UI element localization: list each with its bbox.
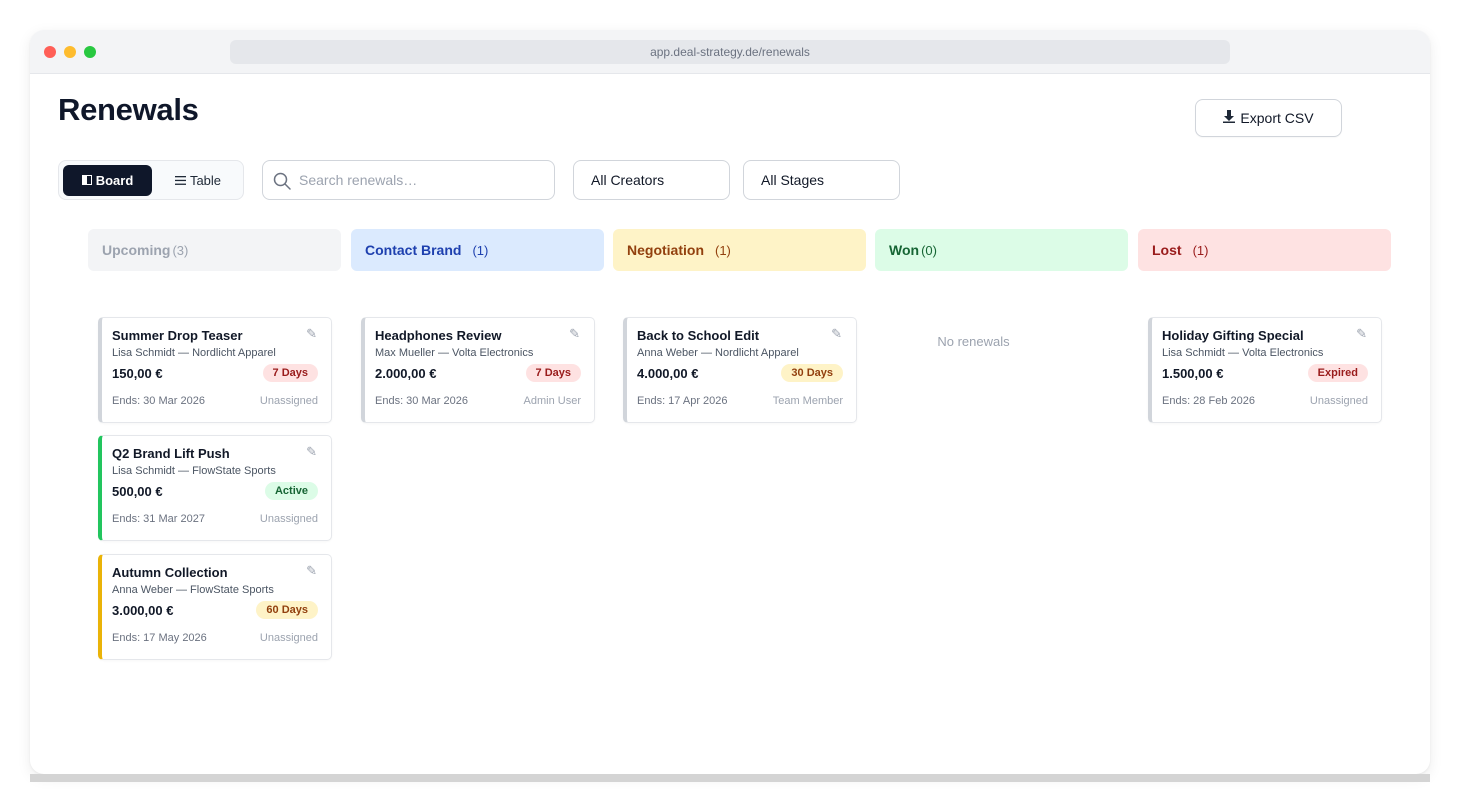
renewal-card[interactable]: Holiday Gifting Special ✎ Lisa Schmidt — V… [1148,317,1382,423]
card-end-date: Ends: 17 Apr 2026 [637,395,728,407]
export-csv-button[interactable]: Export CSV [1195,99,1342,137]
pencil-icon[interactable]: ✎ [306,444,317,459]
column-count: (3) [172,243,189,258]
card-title: Back to School Edit [637,328,760,343]
view-toggle: Board Table [58,160,244,200]
pencil-icon[interactable]: ✎ [569,326,580,341]
card-title: Holiday Gifting Special [1162,328,1304,343]
status-badge: 7 Days [525,364,581,382]
creator-filter-select[interactable]: All Creators [573,160,730,200]
card-title: Summer Drop Teaser [112,328,243,343]
card-amount: 1.500,00 € [1162,366,1224,381]
status-badge: 30 Days [781,364,843,382]
card-end-date: Ends: 30 Mar 2026 [112,395,205,407]
column-header-negotiation: Negotiation (1) [613,229,866,271]
pencil-icon[interactable]: ✎ [1356,326,1367,341]
status-badge: Expired [1307,364,1368,382]
search-icon [273,172,291,190]
column-title: Upcoming [102,242,171,258]
renewal-card[interactable]: Summer Drop Teaser ✎ Lisa Schmidt — Nordli… [98,317,332,423]
browser-titlebar: app.deal-strategy.de/renewals [30,30,1430,74]
card-assignee: Unassigned [259,632,318,644]
card-creator-brand: Lisa Schmidt — Volta Electronics [1162,347,1324,359]
minimize-window-icon[interactable] [64,46,76,58]
status-badge: 60 Days [256,601,318,619]
table-view-button[interactable]: Table [157,165,239,196]
close-window-icon[interactable] [44,46,56,58]
card-title: Autumn Collection [112,565,228,580]
search-box [262,160,555,200]
column-count: (0) [921,243,937,258]
pencil-icon[interactable]: ✎ [831,326,842,341]
card-creator-brand: Lisa Schmidt — Nordlicht Apparel [112,347,276,359]
column-header-won: Won (0) [875,229,1128,271]
address-bar[interactable]: app.deal-strategy.de/renewals [230,40,1230,64]
card-assignee: Team Member [772,395,843,407]
renewal-card[interactable]: Autumn Collection ✎ Anna Weber — FlowState… [98,554,332,660]
card-amount: 2.000,00 € [375,366,437,381]
export-csv-label: Export CSV [1240,110,1314,126]
column-header-lost: Lost (1) [1138,229,1391,271]
card-amount: 500,00 € [112,484,163,499]
search-input[interactable] [299,161,549,199]
card-end-date: Ends: 30 Mar 2026 [375,395,468,407]
card-amount: 3.000,00 € [112,603,174,618]
card-creator-brand: Anna Weber — Nordlicht Apparel [637,347,799,359]
card-assignee: Admin User [523,395,581,407]
status-badge: Active [264,482,318,500]
card-end-date: Ends: 31 Mar 2027 [112,513,205,525]
list-icon [174,173,186,188]
card-assignee: Unassigned [1309,395,1368,407]
column-title: Lost [1152,242,1182,258]
card-creator-brand: Lisa Schmidt — FlowState Sports [112,465,276,477]
empty-column-message: No renewals [937,334,1010,349]
card-assignee: Unassigned [259,513,318,525]
card-title: Headphones Review [375,328,502,343]
card-assignee: Unassigned [259,395,318,407]
column-count: (1) [472,243,489,258]
pencil-icon[interactable]: ✎ [306,563,317,578]
card-amount: 4.000,00 € [637,366,699,381]
column-count: (1) [715,243,731,258]
card-end-date: Ends: 28 Feb 2026 [1162,395,1255,407]
card-end-date: Ends: 17 May 2026 [112,632,207,644]
column-title: Contact Brand [365,242,462,258]
column-header-contact-brand: Contact Brand (1) [351,229,604,271]
renewal-card[interactable]: Q2 Brand Lift Push ✎ Lisa Schmidt — FlowSt… [98,435,332,541]
renewal-card[interactable]: Back to School Edit ✎ Anna Weber — Nordlic… [623,317,857,423]
page-title: Renewals [58,92,199,127]
card-creator-brand: Max Mueller — Volta Electronics [375,347,534,359]
stage-filter-select[interactable]: All Stages [743,160,900,200]
column-title: Negotiation [627,242,704,258]
renewal-card[interactable]: Headphones Review ✎ Max Mueller — Volta El… [361,317,595,423]
board-view-label: Board [95,173,134,188]
card-creator-brand: Anna Weber — FlowState Sports [112,584,274,596]
maximize-window-icon[interactable] [84,46,96,58]
status-badge: 7 Days [262,364,318,382]
board-view-button[interactable]: Board [63,165,152,196]
column-header-upcoming: Upcoming (3) [88,229,341,271]
column-count: (1) [1192,243,1209,258]
column-title: Won [889,242,920,258]
table-view-label: Table [189,173,222,188]
card-amount: 150,00 € [112,366,163,381]
board-icon [81,173,92,188]
card-title: Q2 Brand Lift Push [112,446,230,461]
pencil-icon[interactable]: ✎ [306,326,317,341]
download-icon [1223,110,1236,126]
window-bottom-edge [30,774,1430,782]
